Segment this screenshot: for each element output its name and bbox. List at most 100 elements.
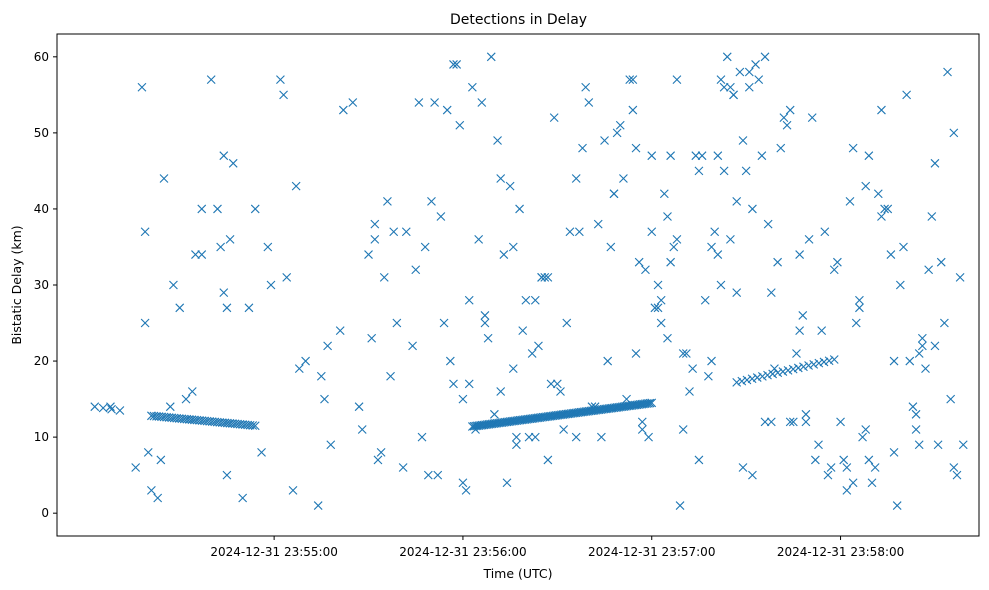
data-point: [819, 357, 829, 367]
data-point: [955, 273, 965, 282]
data-point: [788, 417, 798, 427]
data-point: [785, 105, 795, 115]
x-axis-ticks: 2024-12-31 23:55:00 2024-12-31 23:56:00 20…: [210, 536, 904, 559]
data-point: [716, 75, 726, 85]
data-point: [452, 60, 462, 69]
data-point: [842, 463, 852, 472]
data-point: [738, 463, 748, 472]
data-point: [518, 326, 528, 336]
data-point: [222, 470, 232, 480]
data-point: [836, 417, 845, 427]
y-tick-label: 50: [34, 126, 49, 140]
data-point: [442, 105, 452, 115]
data-point: [713, 151, 723, 161]
data-point: [645, 398, 655, 408]
data-point: [250, 204, 260, 214]
data-point: [908, 402, 918, 412]
data-point: [107, 404, 116, 414]
data-point: [707, 356, 716, 366]
data-point: [861, 425, 871, 434]
data-point: [282, 273, 292, 282]
data-point: [316, 371, 326, 381]
data-point: [474, 234, 484, 244]
data-point: [842, 485, 852, 495]
data-point: [659, 189, 669, 199]
data-point: [744, 67, 754, 77]
data-point: [622, 394, 631, 404]
data-point: [877, 105, 886, 115]
data-point: [839, 455, 849, 465]
data-point: [499, 250, 509, 259]
data-point: [864, 151, 874, 161]
data-point: [354, 402, 364, 412]
data-point: [143, 447, 153, 457]
data-point: [521, 295, 531, 305]
data-point: [244, 303, 254, 313]
data-point: [291, 181, 301, 191]
data-point: [735, 67, 745, 77]
data-point: [534, 341, 543, 351]
data-point: [537, 273, 546, 282]
data-point: [376, 447, 386, 457]
data-point: [924, 265, 934, 275]
data-point: [530, 295, 540, 305]
data-point: [949, 128, 959, 138]
data-point: [505, 181, 515, 191]
data-point: [911, 409, 921, 419]
data-point: [606, 242, 616, 252]
data-point: [666, 151, 676, 161]
data-point: [933, 440, 943, 450]
data-point: [187, 387, 197, 396]
data-point: [530, 432, 540, 442]
data-point: [880, 204, 889, 214]
y-axis-ticks: 0 10 20 30 40 50 60: [34, 50, 57, 520]
data-point: [873, 189, 883, 199]
data-point: [348, 98, 358, 107]
data-point: [647, 398, 657, 408]
data-point: [864, 455, 874, 465]
y-tick-label: 40: [34, 202, 49, 216]
data-point: [131, 463, 141, 472]
data-point: [323, 341, 333, 351]
data-point: [628, 75, 638, 85]
data-point: [471, 425, 480, 434]
data-point: [480, 311, 490, 320]
data-point: [600, 136, 609, 145]
data-point: [804, 234, 814, 244]
data-point: [737, 376, 747, 386]
data-point: [593, 219, 603, 229]
data-point: [140, 318, 150, 328]
data-point: [90, 402, 100, 412]
data-point: [527, 349, 537, 358]
data-point: [631, 143, 641, 153]
data-point: [738, 136, 748, 145]
data-point: [768, 369, 778, 379]
data-point: [512, 440, 521, 450]
data-point: [669, 242, 679, 252]
data-point: [653, 303, 663, 313]
data-point: [562, 318, 572, 328]
data-point: [206, 75, 216, 85]
data-point: [153, 493, 163, 503]
data-point: [763, 219, 773, 229]
data-point: [590, 402, 600, 412]
data-point: [817, 326, 827, 336]
y-axis-label: Bistatic Delay (km): [9, 225, 24, 344]
x-tick-label: 2024-12-31 23:55:00: [210, 545, 337, 559]
data-point: [543, 273, 553, 282]
data-point: [707, 242, 716, 252]
data-point: [477, 98, 487, 107]
data-point: [408, 341, 417, 351]
data-point: [719, 82, 729, 92]
data-point: [744, 82, 754, 92]
data-point: [320, 394, 329, 404]
data-point: [700, 295, 710, 305]
data-point: [515, 204, 524, 214]
data-point: [147, 485, 156, 495]
data-point: [165, 402, 175, 412]
data-point: [710, 227, 720, 237]
y-tick-label: 60: [34, 50, 49, 64]
data-point: [266, 280, 276, 290]
data-point: [889, 356, 899, 366]
data-point: [508, 364, 518, 374]
